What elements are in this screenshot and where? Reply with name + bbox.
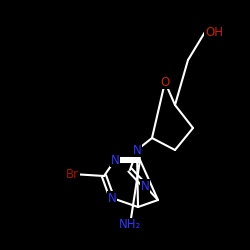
Text: OH: OH [205,26,223,38]
Text: N: N [108,192,116,204]
Text: N: N [132,144,141,156]
Text: O: O [160,76,170,88]
Text: Br: Br [66,168,78,180]
Text: N: N [140,180,149,192]
Text: NH₂: NH₂ [119,218,141,232]
Text: N: N [110,154,120,166]
